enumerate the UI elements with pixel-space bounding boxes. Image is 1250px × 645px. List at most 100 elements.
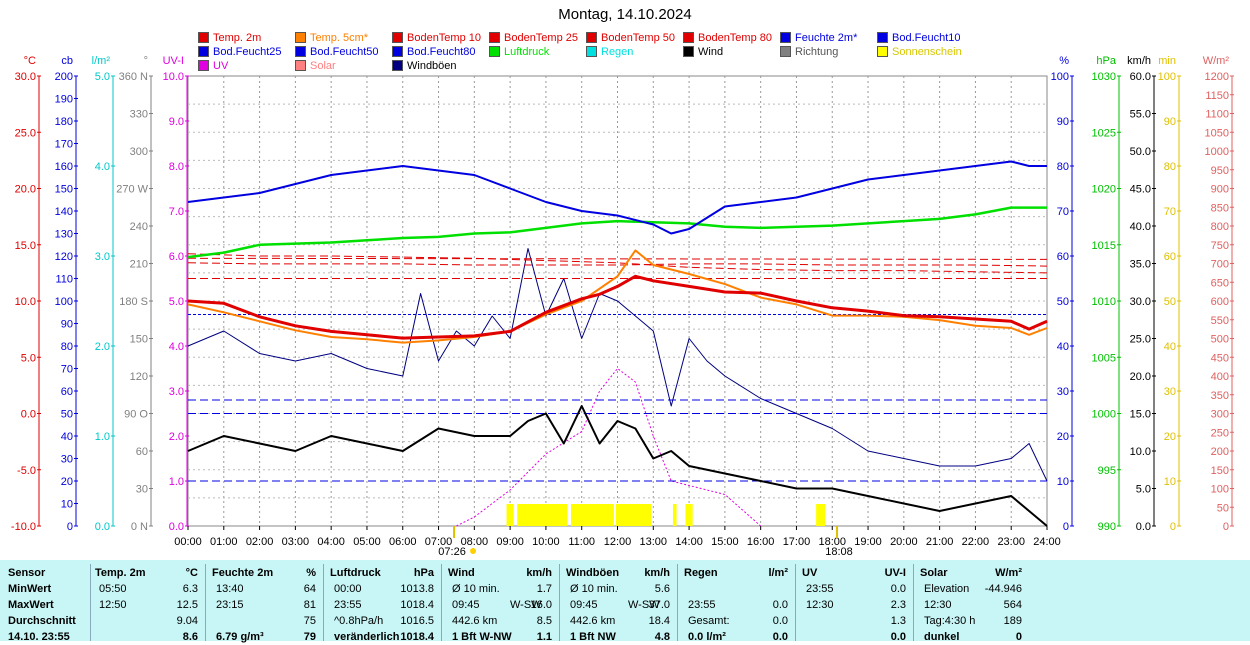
- series-line-bodentemp-25: [187, 262, 1048, 267]
- legend-item: Regen: [586, 45, 633, 59]
- table-cell-note: 23:55: [806, 583, 834, 595]
- x-tick-label: 04:00: [317, 536, 345, 548]
- table-cell-value: 81: [303, 599, 316, 611]
- axis-tick-label: -10.0: [11, 521, 36, 533]
- chart-title: Montag, 14.10.2024: [558, 6, 692, 23]
- axis-tick-label: 1015: [1092, 240, 1116, 252]
- legend: Temp. 2m Temp. 5cm* BodenTemp 10 BodenTemp …: [198, 31, 1248, 75]
- x-tick-label: 05:00: [353, 536, 381, 548]
- axis-tick-label: 1025: [1092, 127, 1116, 139]
- axis-tick-label: 60: [1057, 251, 1069, 263]
- legend-label: Richtung: [795, 46, 839, 58]
- table-cell-note: dunkel: [924, 631, 960, 643]
- table-cell-value: 2.3: [890, 599, 906, 611]
- table-header: Feuchte 2m: [212, 567, 274, 579]
- sunshine-bar: [816, 504, 826, 526]
- axis-tick-label: 170: [55, 139, 73, 151]
- x-tick-label: 23:00: [997, 536, 1025, 548]
- x-tick-label: 02:00: [246, 536, 274, 548]
- axis-tick-label: 10.0: [15, 296, 36, 308]
- axis-tick-label: 200: [1211, 446, 1229, 458]
- table-cell-note: 12:50: [99, 599, 127, 611]
- axis-tick-label: 1200: [1205, 71, 1229, 83]
- table-divider: [677, 564, 678, 641]
- table-cell-value: 564: [1003, 599, 1022, 611]
- table-header: Solar: [920, 567, 948, 579]
- axis-tick-label: 1030: [1092, 71, 1116, 83]
- axis-tick-label: 1010: [1092, 296, 1116, 308]
- x-tick-label: 19:00: [854, 536, 882, 548]
- legend-swatch: [877, 32, 888, 43]
- axis-tick-label: 300: [130, 146, 148, 158]
- axis-tick-label: 30: [1164, 386, 1176, 398]
- legend-item: BodenTemp 25: [489, 31, 578, 45]
- legend-label: Luftdruck: [504, 46, 550, 58]
- table-cell-value: 6.3: [182, 583, 198, 595]
- legend-swatch: [198, 32, 209, 43]
- legend-label: Solar: [310, 60, 336, 72]
- legend-swatch: [198, 60, 209, 71]
- axis-tick-label: 270 W: [116, 184, 148, 196]
- axis-tick-label: 360 N: [119, 71, 148, 83]
- axis-tick-label: 55.0: [1130, 109, 1151, 121]
- legend-label: BodenTemp 50: [601, 32, 675, 44]
- axis-tick-label: 1100: [1205, 109, 1229, 121]
- legend-label: BodenTemp 25: [504, 32, 578, 44]
- table-cell-note: 6.79 g/m³: [216, 631, 264, 643]
- legend-label: Temp. 5cm*: [310, 32, 369, 44]
- axis-tick-label: 50: [1164, 296, 1176, 308]
- table-header: Temp. 2m: [95, 567, 146, 579]
- table-cell-note: veränderlich: [334, 631, 400, 643]
- axis-tick-label: 1000: [1092, 409, 1116, 421]
- axis-tick-label: 110: [55, 274, 73, 286]
- sunshine-bar: [672, 504, 677, 526]
- axis-tick-label: 800: [1211, 221, 1229, 233]
- axis-tick-label: 5.0: [1136, 484, 1151, 496]
- series-line-temp-2m: [187, 274, 1048, 340]
- axis-tick-label: 60: [1164, 251, 1176, 263]
- axis-tick-label: 10: [1057, 476, 1069, 488]
- axis-tick-label: 80: [1057, 161, 1069, 173]
- sunshine-bar: [570, 504, 614, 526]
- axis-tick-label: 500: [1211, 334, 1229, 346]
- axis-tick-label: 60.0: [1130, 71, 1151, 83]
- legend-item: UV: [198, 59, 228, 73]
- axis-tick-label: 40.0: [1130, 221, 1151, 233]
- axis-tick-label: 70: [1057, 206, 1069, 218]
- series-line-bodentemp-50: [187, 257, 1048, 260]
- table-cell-note: 23:55: [688, 599, 716, 611]
- legend-swatch: [586, 46, 597, 57]
- table-cell-value: 1018.4: [400, 631, 434, 643]
- x-tick-label: 15:00: [711, 536, 739, 548]
- axis-tick-label: 0: [1063, 521, 1069, 533]
- axis-tick-label: 100: [1158, 71, 1176, 83]
- table-cell-note: Ø 10 min.: [570, 583, 618, 595]
- axis-tick-label: 50: [61, 409, 73, 421]
- axis-tick-label: 30.0: [1130, 296, 1151, 308]
- x-tick-label: 08:00: [461, 536, 489, 548]
- table-cell-value: 16.0: [530, 599, 552, 611]
- axis-tick-label: 10: [1164, 476, 1176, 488]
- legend-label: Feuchte 2m*: [795, 32, 858, 44]
- table-header-unit: UV-I: [884, 567, 906, 579]
- axis-tick-label: 160: [55, 161, 73, 173]
- axis-tick-label: 35.0: [1130, 259, 1151, 271]
- axis-tick-label: 20: [1057, 431, 1069, 443]
- axis-tick-label: 210: [130, 259, 148, 271]
- table-cell-value: 8.6: [182, 631, 198, 643]
- sunshine-bar: [517, 504, 568, 526]
- table-cell-value: 1.7: [536, 583, 552, 595]
- table-cell-value: 75: [303, 615, 316, 627]
- sunset-label: 18:08: [825, 546, 853, 558]
- x-tick-label: 07:00: [425, 536, 453, 548]
- table-row-label: 14.10. 23:55: [8, 631, 70, 643]
- axis-tick-label: 240: [130, 221, 148, 233]
- axis-tick-label: 8.0: [169, 161, 184, 173]
- axis-tick-label: 400: [1211, 371, 1229, 383]
- table-cell-note: 05:50: [99, 583, 127, 595]
- table-header: Regen: [684, 567, 718, 579]
- axis-tick-label: 100: [1051, 71, 1069, 83]
- axis-tick-label: 190: [55, 94, 73, 106]
- axis-unit-label: °C: [24, 55, 36, 67]
- axis-tick-label: 4.0: [95, 161, 110, 173]
